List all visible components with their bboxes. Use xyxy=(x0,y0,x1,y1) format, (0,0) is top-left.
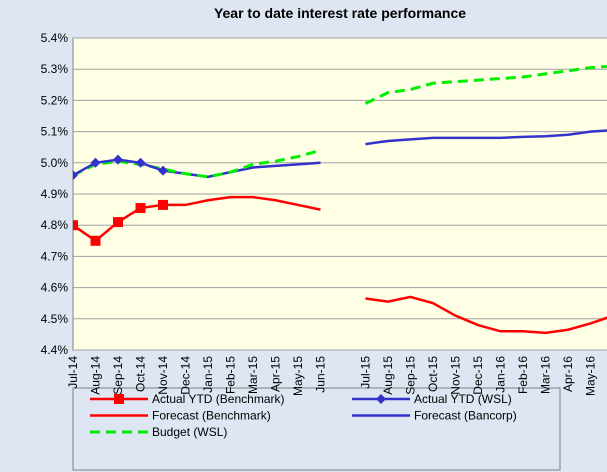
y-tick-label: 4.7% xyxy=(41,249,69,263)
series-line xyxy=(163,195,607,335)
y-tick-label: 4.4% xyxy=(41,343,69,357)
legend-marker xyxy=(114,394,124,404)
x-tick-label: Mar-16 xyxy=(539,356,553,394)
marker xyxy=(113,217,123,228)
legend-label: Forecast (Benchmark) xyxy=(152,409,271,423)
x-tick-label: Jun-15 xyxy=(314,356,328,393)
marker xyxy=(73,220,78,231)
x-tick-label: Apr-15 xyxy=(269,356,283,392)
marker xyxy=(135,203,146,214)
legend xyxy=(72,387,561,471)
x-tick-label: Feb-16 xyxy=(516,356,530,394)
x-tick-label: Jul-15 xyxy=(359,356,373,389)
y-tick-label: 4.6% xyxy=(41,281,69,295)
x-tick-label: Jan-16 xyxy=(494,356,508,393)
y-tick-label: 4.5% xyxy=(41,312,69,326)
x-tick-label: Dec-14 xyxy=(179,356,193,395)
marker xyxy=(158,165,168,176)
legend-label: Budget (WSL) xyxy=(152,425,227,439)
x-tick-label: Oct-14 xyxy=(134,356,148,392)
marker xyxy=(90,235,101,246)
x-tick-label: Feb-15 xyxy=(224,356,238,394)
legend-marker xyxy=(376,394,386,404)
x-tick-label: Aug-15 xyxy=(381,356,395,395)
x-tick-label: Oct-15 xyxy=(426,356,440,392)
x-tick-label: Jul-14 xyxy=(66,356,80,389)
x-tick-label: Mar-15 xyxy=(246,356,260,394)
marker xyxy=(135,157,146,168)
marker xyxy=(73,170,78,181)
x-tick-label: Sep-14 xyxy=(111,356,125,395)
plot-series xyxy=(73,64,607,335)
series-line xyxy=(73,64,607,179)
chart-title: Year to date interest rate performance xyxy=(214,5,466,21)
marker xyxy=(90,157,101,168)
y-tick-label: 5.0% xyxy=(41,156,69,170)
y-tick-label: 5.1% xyxy=(41,125,69,139)
legend-label: Actual YTD (WSL) xyxy=(414,392,512,406)
y-tick-label: 4.8% xyxy=(41,218,69,232)
x-tick-label: Sep-15 xyxy=(404,356,418,395)
legend-label: Forecast (Bancorp) xyxy=(414,409,517,423)
x-tick-label: Apr-16 xyxy=(561,356,575,392)
x-tick-label: Jan-15 xyxy=(201,356,215,393)
marker xyxy=(113,154,123,165)
x-tick-label: Nov-15 xyxy=(449,356,463,395)
y-tick-label: 4.9% xyxy=(41,187,69,201)
legend-label: Actual YTD (Benchmark) xyxy=(152,392,285,406)
marker xyxy=(158,199,168,210)
y-tick-label: 5.3% xyxy=(41,62,69,76)
x-tick-label: Nov-14 xyxy=(156,356,170,395)
x-tick-label: Dec-15 xyxy=(471,356,485,395)
x-tick-label: May-16 xyxy=(584,356,598,396)
x-tick-label: May-15 xyxy=(291,356,305,396)
x-tick-label: Aug-14 xyxy=(89,356,103,395)
y-tick-label: 5.4% xyxy=(41,31,69,45)
y-tick-label: 5.2% xyxy=(41,93,69,107)
